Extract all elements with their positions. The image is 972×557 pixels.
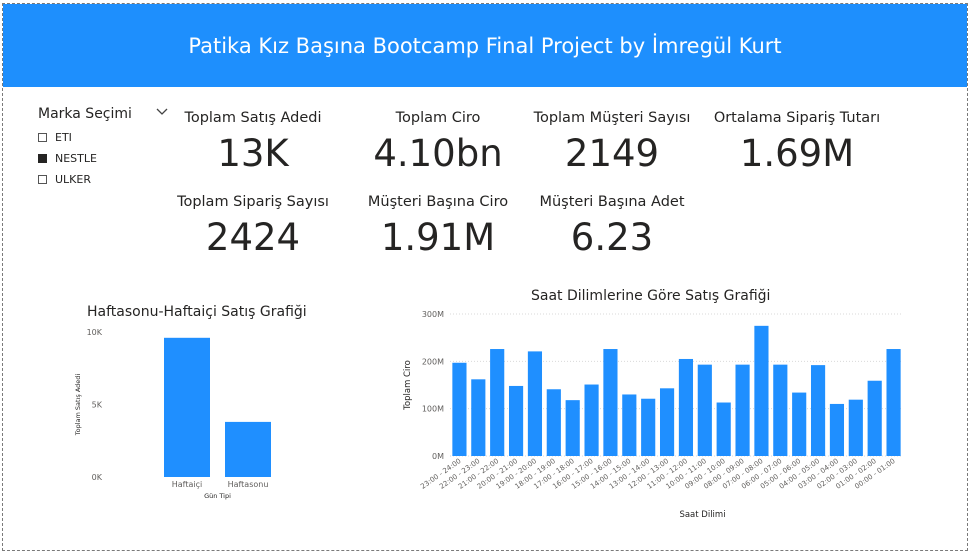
x-axis-title: Saat Dilimi	[679, 510, 725, 520]
brand-slicer[interactable]: Marka Seçimi ETI NESTLE ULKER	[38, 106, 168, 190]
kpi-value: 2149	[564, 132, 660, 175]
report-title: Patika Kız Başına Bootcamp Final Project…	[188, 33, 782, 58]
y-tick-label: 0M	[432, 452, 444, 461]
kpi-label: Toplam Müşteri Sayısı	[533, 110, 691, 126]
kpi-value: 13K	[217, 132, 289, 175]
y-tick-label: 100M	[422, 405, 444, 414]
bar	[622, 394, 637, 456]
bar	[792, 392, 807, 456]
kpi-value: 6.23	[570, 216, 654, 259]
report-header: Patika Kız Başına Bootcamp Final Project…	[3, 4, 967, 87]
kpi-total-orders: Toplam Sipariş Sayısı 2424	[168, 194, 338, 259]
y-tick-label: 200M	[422, 357, 444, 366]
x-axis-title: Gün Tipi	[204, 492, 231, 500]
kpi-value: 2424	[205, 216, 301, 259]
kpi-label: Müşteri Başına Adet	[539, 194, 685, 210]
slicer-item-label: ETI	[55, 131, 72, 144]
kpi-value: 1.91M	[380, 216, 496, 259]
bar	[225, 421, 271, 477]
hourly-chart-title: Saat Dilimlerine Göre Satış Grafiği	[531, 288, 771, 304]
checkbox[interactable]	[38, 133, 47, 142]
bar	[603, 349, 618, 456]
bar	[164, 337, 210, 477]
bar	[546, 389, 561, 456]
checkbox[interactable]	[38, 175, 47, 184]
slicer-item-eti[interactable]: ETI	[38, 127, 168, 148]
y-axis-title: Toplam Ciro	[403, 360, 413, 411]
kpi-total-revenue: Toplam Ciro 4.10bn	[358, 110, 518, 175]
kpi-total-sales-qty: Toplam Satış Adedi 13K	[172, 110, 334, 175]
bar	[659, 388, 675, 456]
y-tick-label: 5K	[92, 401, 103, 410]
checkbox-checked[interactable]	[38, 154, 47, 163]
bar	[867, 380, 882, 456]
kpi-avg-order-value: Ortalama Sipariş Tutarı 1.69M	[707, 110, 887, 175]
bar	[565, 400, 580, 456]
kpi-label: Toplam Sipariş Sayısı	[177, 194, 329, 210]
bar	[773, 364, 788, 456]
bar	[735, 364, 750, 456]
bar	[716, 402, 731, 456]
slicer-item-ulker[interactable]: ULKER	[38, 169, 168, 190]
bar	[471, 379, 486, 456]
kpi-label: Müşteri Başına Ciro	[367, 194, 509, 210]
bar	[527, 351, 543, 456]
bar	[754, 325, 769, 456]
kpi-qty-per-customer: Müşteri Başına Adet 6.23	[530, 194, 694, 259]
bar	[810, 365, 826, 456]
x-tick-label: Haftaiçi	[172, 480, 202, 489]
y-tick-label: 0K	[92, 473, 103, 482]
weekday-chart-title: Haftasonu-Haftaiçi Satış Grafiği	[87, 304, 307, 320]
kpi-total-customers: Toplam Müşteri Sayısı 2149	[527, 110, 697, 175]
bar	[584, 384, 599, 456]
kpi-value: 4.10bn	[373, 132, 503, 175]
y-tick-label: 300M	[422, 310, 444, 319]
kpi-label: Toplam Ciro	[395, 110, 481, 126]
slicer-title: Marka Seçimi	[38, 106, 132, 122]
weekday-weekend-bar-chart: 0K 5K 10K Haftaiçi Haftasonu Gün Tipi Toplam S…	[74, 328, 271, 500]
report-canvas-border	[2, 3, 968, 551]
bar	[508, 385, 524, 456]
bar	[697, 364, 712, 456]
bar	[886, 349, 901, 456]
y-axis-title: Toplam Satış Adedi	[74, 374, 82, 437]
bar	[641, 398, 656, 456]
bar	[678, 358, 694, 456]
y-tick-label: 10K	[87, 328, 103, 337]
bar	[452, 362, 467, 456]
bar	[490, 349, 505, 456]
slicer-item-label: NESTLE	[55, 152, 97, 165]
bar	[829, 403, 845, 456]
slicer-item-nestle[interactable]: NESTLE	[38, 148, 168, 169]
kpi-label: Ortalama Sipariş Tutarı	[713, 110, 881, 126]
kpi-revenue-per-customer: Müşteri Başına Ciro 1.91M	[358, 194, 518, 259]
slicer-item-label: ULKER	[55, 173, 91, 186]
kpi-value: 1.69M	[739, 132, 855, 175]
chevron-down-icon[interactable]	[156, 108, 168, 116]
bar	[848, 399, 863, 456]
x-tick-label: Haftasonu	[228, 480, 269, 489]
kpi-label: Toplam Satış Adedi	[184, 110, 322, 126]
